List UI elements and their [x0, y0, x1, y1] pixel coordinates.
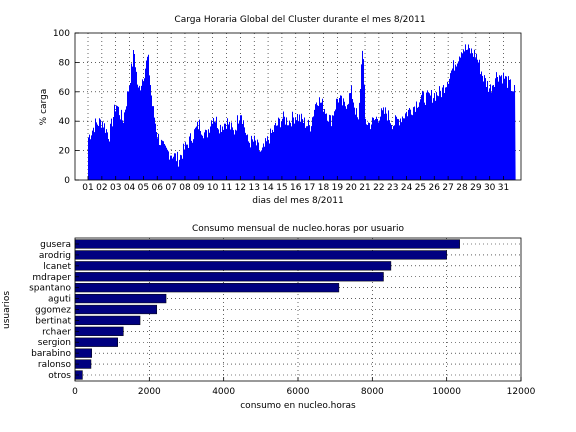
consumption-x-tick-label: 12000	[507, 387, 536, 397]
consumption-chart: Consumo mensual de nucleo.horas por usua…	[2, 224, 536, 411]
consumption-bar	[74, 293, 167, 304]
load-x-tick-label: 22	[373, 183, 384, 193]
load-x-tick-label: 24	[401, 183, 413, 193]
consumption-chart-y-label: usuarios	[2, 291, 12, 329]
consumption-y-tick-label: bertinat	[35, 316, 71, 326]
load-x-tick-label: 17	[304, 183, 315, 193]
load-x-tick-label: 18	[318, 183, 330, 193]
load-x-tick-label: 25	[415, 183, 426, 193]
load-x-tick-label: 05	[138, 183, 149, 193]
load-x-tick-label: 21	[359, 183, 370, 193]
load-chart: Carga Horaria Global del Cluster durante…	[39, 15, 522, 206]
load-chart-grid	[75, 33, 521, 180]
load-x-tick-label: 20	[345, 183, 357, 193]
load-chart-title: Carga Horaria Global del Cluster durante…	[174, 15, 425, 25]
load-x-tick-label: 11	[221, 183, 232, 193]
load-x-tick-label: 03	[110, 183, 121, 193]
load-x-tick-label: 04	[124, 183, 136, 193]
load-chart-x-label: dias del mes 8/2011	[252, 196, 343, 206]
consumption-x-tick-label: 8000	[361, 387, 384, 397]
load-x-tick-label: 02	[96, 183, 107, 193]
load-y-tick-label: 0	[64, 176, 70, 186]
load-x-tick-label: 07	[165, 183, 176, 193]
load-x-tick-label: 13	[248, 183, 259, 193]
consumption-y-tick-label: gusera	[40, 240, 71, 250]
consumption-x-tick-label: 10000	[432, 387, 461, 397]
consumption-y-tick-label: sergion	[38, 338, 71, 348]
load-y-tick-label: 40	[59, 117, 71, 127]
load-x-tick-label: 06	[152, 183, 164, 193]
load-chart-axes-box	[74, 32, 522, 181]
consumption-chart-x-ticks: 0 2000 4000 6000 8000 10000 12000	[72, 377, 536, 397]
load-x-tick-label: 29	[470, 183, 482, 193]
consumption-x-tick-label: 2000	[138, 387, 161, 397]
consumption-bars	[74, 239, 460, 380]
load-chart-y-label: % carga	[39, 89, 49, 126]
consumption-y-tick-label: lcanet	[43, 262, 71, 272]
consumption-bar	[74, 239, 460, 249]
load-x-tick-label: 26	[429, 183, 441, 193]
consumption-bar	[74, 337, 118, 347]
consumption-y-tick-label: ggomez	[35, 306, 71, 316]
load-x-tick-label: 31	[498, 183, 509, 193]
consumption-chart-title: Consumo mensual de nucleo.horas por usua…	[192, 224, 405, 234]
load-x-tick-label: 10	[207, 183, 219, 193]
load-y-tick-label: 80	[59, 58, 71, 68]
load-chart-y-ticks: 0 20 40 60 80 100	[53, 29, 79, 186]
consumption-bar	[74, 304, 158, 315]
load-x-tick-label: 23	[387, 183, 398, 193]
consumption-y-tick-label: rchaer	[42, 327, 71, 337]
load-y-tick-label: 20	[59, 147, 71, 157]
consumption-bar	[74, 261, 392, 271]
load-x-tick-label: 28	[456, 183, 468, 193]
consumption-x-tick-label: 4000	[212, 387, 235, 397]
consumption-bar	[74, 272, 384, 282]
load-x-tick-label: 12	[235, 183, 246, 193]
consumption-y-tick-label: arodrig	[39, 251, 71, 261]
load-x-tick-label: 16	[290, 183, 302, 193]
load-x-tick-label: 15	[276, 183, 287, 193]
consumption-bar	[74, 315, 141, 326]
load-x-tick-label: 01	[82, 183, 93, 193]
consumption-y-tick-label: ralonso	[38, 360, 72, 370]
consumption-y-tick-label: aguti	[48, 295, 71, 305]
load-y-tick-label: 60	[59, 88, 71, 98]
consumption-x-tick-label: 6000	[287, 387, 310, 397]
consumption-y-tick-label: otros	[48, 371, 71, 381]
consumption-chart-x-label: consumo en nucleo.horas	[240, 401, 356, 411]
consumption-y-tick-label: spantano	[29, 284, 71, 294]
consumption-bar	[74, 283, 340, 293]
consumption-bar	[74, 326, 124, 336]
load-area-series	[88, 44, 516, 181]
consumption-bar	[74, 250, 447, 260]
consumption-y-tick-label: barabino	[31, 349, 71, 359]
consumption-y-tick-label: mdraper	[32, 273, 71, 283]
load-x-tick-label: 14	[262, 183, 274, 193]
load-x-tick-label: 30	[484, 183, 496, 193]
load-x-tick-label: 08	[179, 183, 191, 193]
consumption-x-tick-label: 0	[72, 387, 78, 397]
consumption-chart-y-ticks: guseraarodriglcanetmdraperspantanoagutig…	[29, 240, 79, 381]
load-x-tick-label: 27	[442, 183, 453, 193]
load-y-tick-label: 100	[53, 29, 70, 39]
load-x-tick-label: 19	[332, 183, 344, 193]
load-chart-x-ticks: 01 02 03 04 05 06 07 08 09 10 11 12 13 14 15 16 17 18 19 20…	[82, 176, 509, 193]
load-x-tick-label: 09	[193, 183, 205, 193]
